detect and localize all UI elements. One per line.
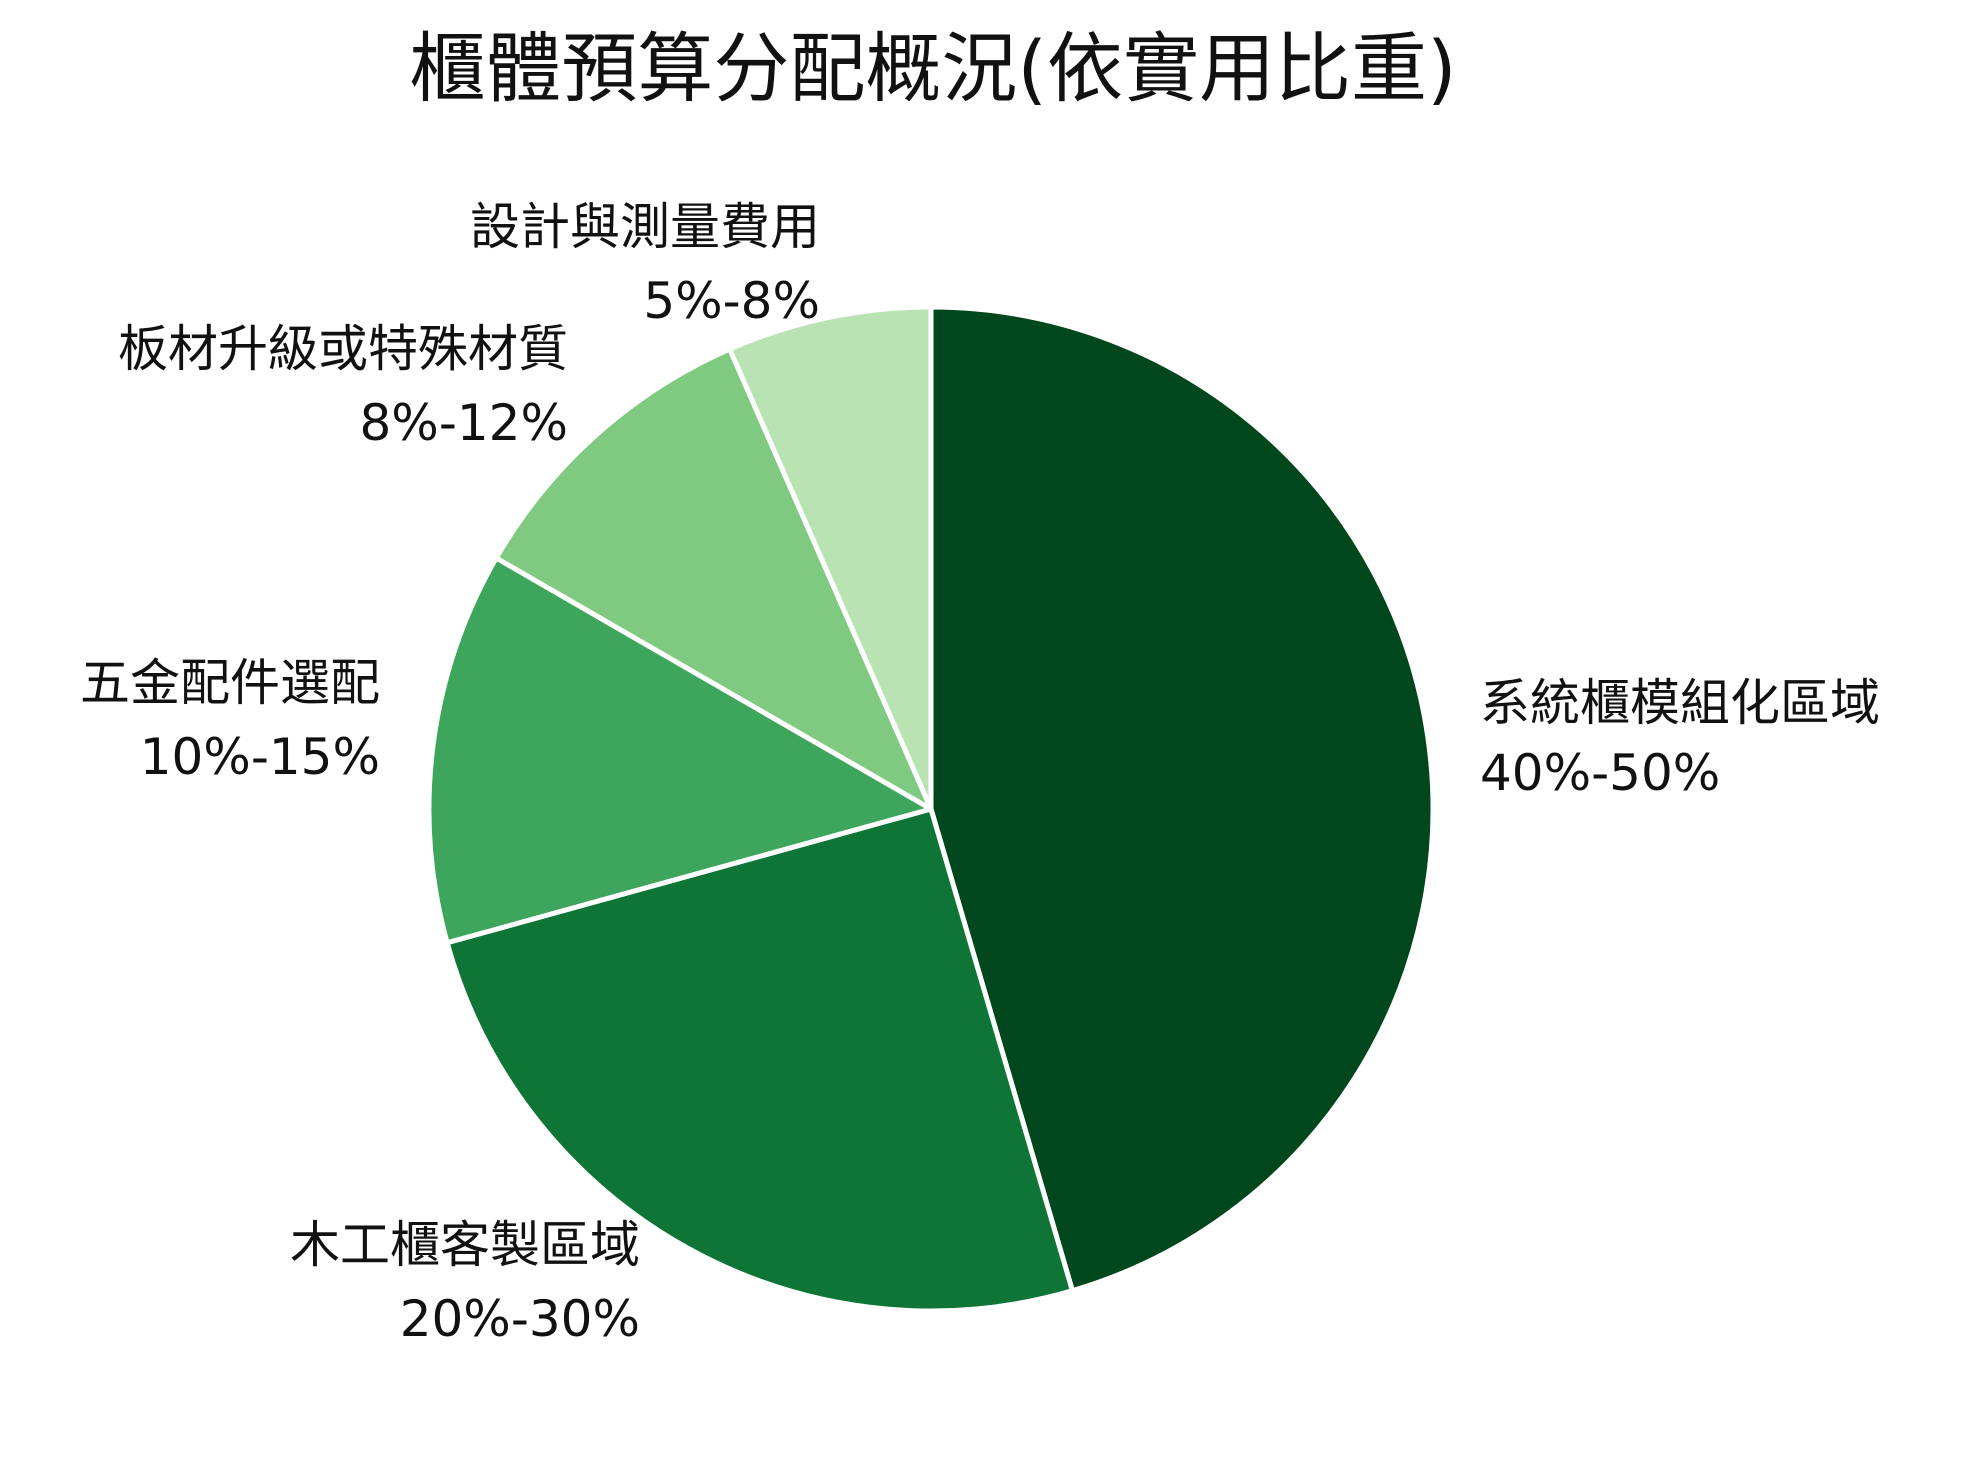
slice-range-label: 20%-30% — [400, 1290, 640, 1348]
pie-slice-custom-woodwork — [444, 806, 1075, 1314]
slice-label-system-cabinet: 系統櫃模組化區域 40%-50% — [1480, 674, 1880, 802]
slice-range-label: 5%-8% — [643, 272, 820, 330]
slice-label-design-survey: 設計與測量費用 5%-8% — [470, 198, 820, 330]
slice-range-label: 8%-12% — [360, 394, 569, 452]
slice-label-hardware: 五金配件選配 10%-15% — [80, 654, 380, 786]
slice-name-label: 五金配件選配 — [80, 654, 380, 712]
pie-slices — [426, 304, 1436, 1314]
slice-name-label: 板材升級或特殊材質 — [118, 320, 568, 378]
chart-title: 櫃體預算分配概況(依實用比重) — [409, 24, 1456, 113]
slice-range-label: 10%-15% — [140, 728, 380, 786]
pie-slice-hardware — [426, 555, 934, 946]
pie-slice-board-upgrade — [493, 346, 934, 812]
slice-name-label: 系統櫃模組化區域 — [1480, 674, 1880, 732]
slice-name-label: 設計與測量費用 — [470, 198, 820, 256]
slice-name-label: 木工櫃客製區域 — [290, 1216, 640, 1274]
pie-slice-system-cabinet — [928, 304, 1436, 1294]
slice-label-board-upgrade: 板材升級或特殊材質 8%-12% — [118, 320, 568, 452]
slice-label-custom-woodwork: 木工櫃客製區域 20%-30% — [290, 1216, 640, 1348]
pie-slice-design-survey — [727, 304, 934, 812]
slice-range-label: 40%-50% — [1480, 744, 1720, 802]
